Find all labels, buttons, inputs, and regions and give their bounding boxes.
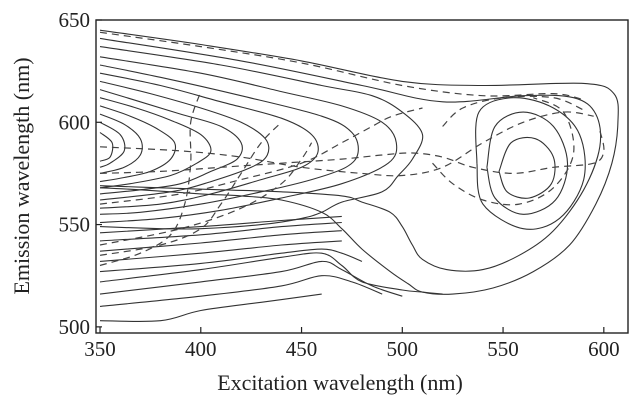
- x-tick-label: 400: [185, 337, 217, 361]
- solid-contour-14: [99, 260, 403, 297]
- dashed-contour-2: [99, 111, 594, 177]
- dashed-contour-4: [99, 142, 313, 246]
- y-axis: 500 550 600 650: [59, 8, 102, 339]
- dashed-contour-6: [99, 91, 202, 267]
- contour-lines: [99, 29, 619, 322]
- solid-contour-10: [99, 113, 143, 174]
- y-tick-label: 650: [59, 8, 91, 32]
- solid-contour-19: [99, 230, 342, 252]
- plot-frame: [95, 19, 629, 334]
- solid-contour-6: [99, 80, 270, 201]
- dashed-contour-1: [99, 130, 605, 175]
- solid-contour-21: [99, 215, 342, 234]
- solid-contour-1: [99, 37, 602, 272]
- x-tick-label: 450: [286, 337, 318, 361]
- solid-contour-4: [99, 64, 359, 215]
- solid-contour-8: [99, 97, 212, 189]
- solid-contour-0: [99, 29, 619, 295]
- x-tick-label: 550: [487, 337, 519, 361]
- solid-contour-24: [475, 97, 586, 230]
- y-axis-label: Emission wavelength (nm): [9, 57, 34, 294]
- solid-contour-5: [99, 72, 319, 209]
- solid-contour-18: [99, 240, 342, 262]
- solid-contour-2: [99, 46, 424, 230]
- x-axis: 350 400 450 500 550 600: [84, 327, 620, 361]
- x-tick-label: 350: [84, 337, 116, 361]
- solid-contour-20: [99, 221, 342, 242]
- solid-contour-13: [99, 252, 443, 295]
- dashed-contour-7: [432, 97, 575, 206]
- dashed-contour-3: [99, 107, 423, 205]
- solid-contour-22: [498, 136, 556, 199]
- dashed-contour-0: [99, 31, 584, 101]
- x-tick-label: 500: [387, 337, 419, 361]
- solid-contour-17: [99, 248, 363, 273]
- solid-contour-16: [99, 293, 322, 322]
- dashed-contour-8: [442, 95, 584, 127]
- solid-contour-3: [99, 56, 398, 224]
- solid-contour-12: [99, 132, 114, 162]
- solid-contour-7: [99, 89, 243, 195]
- solid-contour-11: [99, 121, 126, 168]
- y-tick-label: 500: [59, 315, 91, 339]
- y-tick-label: 550: [59, 213, 91, 237]
- dashed-contour-5: [99, 121, 282, 256]
- solid-contour-23: [486, 111, 569, 215]
- x-tick-label: 600: [588, 337, 620, 361]
- x-axis-label: Excitation wavelength (nm): [217, 370, 463, 395]
- solid-contour-15: [99, 275, 383, 307]
- y-tick-label: 600: [59, 110, 91, 134]
